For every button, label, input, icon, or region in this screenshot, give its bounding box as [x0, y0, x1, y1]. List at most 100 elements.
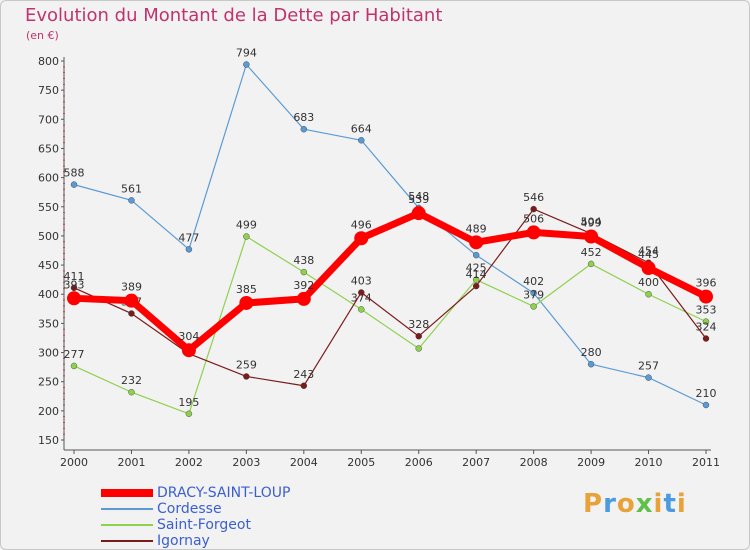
legend-swatch: [101, 524, 153, 526]
y-tick-label: 150: [38, 434, 59, 447]
data-label: 588: [64, 167, 85, 180]
x-tick-label: 2003: [232, 456, 260, 469]
series-dracy-saint-loup: 393 389 304 385 392 496 539 489 506 499 445 396: [64, 193, 717, 358]
data-point: [530, 303, 537, 310]
x-tick-label: 2004: [290, 456, 318, 469]
data-point: [124, 293, 139, 308]
data-point: [472, 276, 480, 283]
data-label: 499: [236, 219, 257, 232]
data-point: [415, 345, 422, 352]
series-line: [73, 209, 708, 354]
data-label: 683: [293, 111, 314, 124]
data-label: 400: [638, 276, 659, 289]
data-point: [67, 291, 81, 306]
data-point: [128, 310, 135, 317]
data-point: [358, 306, 365, 313]
y-tick-label: 250: [38, 376, 59, 389]
legend-swatch: [101, 508, 153, 510]
chart-legend: DRACY-SAINT-LOUP Cordesse Saint-Forgeot Igo…: [101, 485, 290, 549]
data-label: 324: [696, 321, 717, 334]
x-tick-label: 2006: [405, 456, 433, 469]
data-label: 454: [638, 245, 659, 258]
data-point: [358, 289, 365, 296]
series-cordesse: 588 561 477 794 683 664 548 402 280 257 210: [64, 46, 717, 409]
data-label: 195: [178, 396, 199, 409]
y-tick-label: 400: [38, 288, 59, 301]
x-tick-label: 2002: [175, 456, 203, 469]
data-point: [645, 374, 652, 381]
legend-label: Cordesse: [157, 501, 222, 517]
data-point: [530, 289, 537, 297]
data-point: [296, 291, 311, 306]
data-label: 425: [466, 262, 487, 275]
data-point: [300, 126, 308, 133]
data-point: [128, 197, 135, 204]
y-tick-label: 800: [38, 55, 59, 68]
data-point: [243, 61, 250, 68]
legend-item: Igornay: [101, 533, 290, 549]
legend-label: Saint-Forgeot: [157, 517, 251, 533]
data-label: 504: [581, 216, 602, 229]
data-label: 392: [293, 279, 314, 292]
legend-swatch: [101, 489, 153, 497]
data-point: [702, 335, 710, 342]
data-point: [702, 401, 710, 409]
data-point: [469, 235, 484, 250]
data-label: 402: [523, 275, 544, 288]
data-label: 385: [236, 283, 257, 296]
data-point: [185, 410, 193, 417]
data-point: [354, 231, 369, 246]
data-label: 664: [351, 122, 372, 135]
chart-unit-label: (en €): [26, 29, 59, 42]
data-point: [584, 229, 599, 244]
y-tick-label: 350: [38, 317, 59, 330]
data-point: [70, 181, 78, 188]
legend-item: Saint-Forgeot: [101, 517, 290, 533]
data-point: [641, 260, 656, 275]
data-label: 548: [408, 190, 429, 203]
data-label: 396: [696, 277, 717, 290]
data-point: [70, 362, 78, 370]
data-point: [70, 284, 78, 292]
y-tick-label: 700: [38, 113, 59, 126]
data-label: 243: [293, 368, 314, 381]
data-label: 403: [351, 274, 372, 287]
data-point: [300, 382, 308, 389]
data-label: 546: [523, 191, 544, 204]
data-point: [415, 333, 422, 340]
data-point: [472, 251, 480, 259]
data-point: [530, 205, 537, 213]
y-tick-label: 600: [38, 172, 59, 185]
data-point: [181, 343, 196, 358]
data-point: [472, 282, 480, 290]
data-label: 539: [408, 193, 429, 206]
y-tick-label: 500: [38, 230, 59, 243]
data-point: [702, 318, 710, 325]
data-point: [645, 291, 652, 298]
legend-swatch: [101, 540, 153, 542]
series-line: [73, 63, 707, 406]
legend-item: DRACY-SAINT-LOUP: [101, 485, 290, 501]
line-chart: 150 200 250 300 350 400 450 500 550 600 650 700 750 8…: [38, 46, 720, 469]
data-label: 232: [121, 374, 142, 387]
data-label: 210: [696, 387, 717, 400]
x-tick-label: 2008: [520, 456, 548, 469]
y-tick-label: 200: [38, 405, 59, 418]
data-point: [239, 295, 254, 310]
data-label: 304: [178, 330, 199, 343]
data-point: [587, 260, 595, 268]
data-point: [587, 361, 595, 368]
data-label: 389: [121, 281, 142, 294]
x-tick-label: 2011: [692, 456, 720, 469]
legend-label: DRACY-SAINT-LOUP: [157, 485, 291, 501]
y-tick-label: 450: [38, 259, 59, 272]
y-tick-label: 300: [38, 347, 59, 360]
x-tick-label: 2007: [462, 456, 490, 469]
data-label: 489: [466, 222, 487, 235]
data-label: 506: [523, 212, 544, 225]
data-label: 411: [64, 270, 85, 283]
data-label: 438: [293, 254, 314, 267]
proxiti-logo: Proxiti: [583, 489, 687, 519]
data-label: 379: [523, 288, 544, 301]
